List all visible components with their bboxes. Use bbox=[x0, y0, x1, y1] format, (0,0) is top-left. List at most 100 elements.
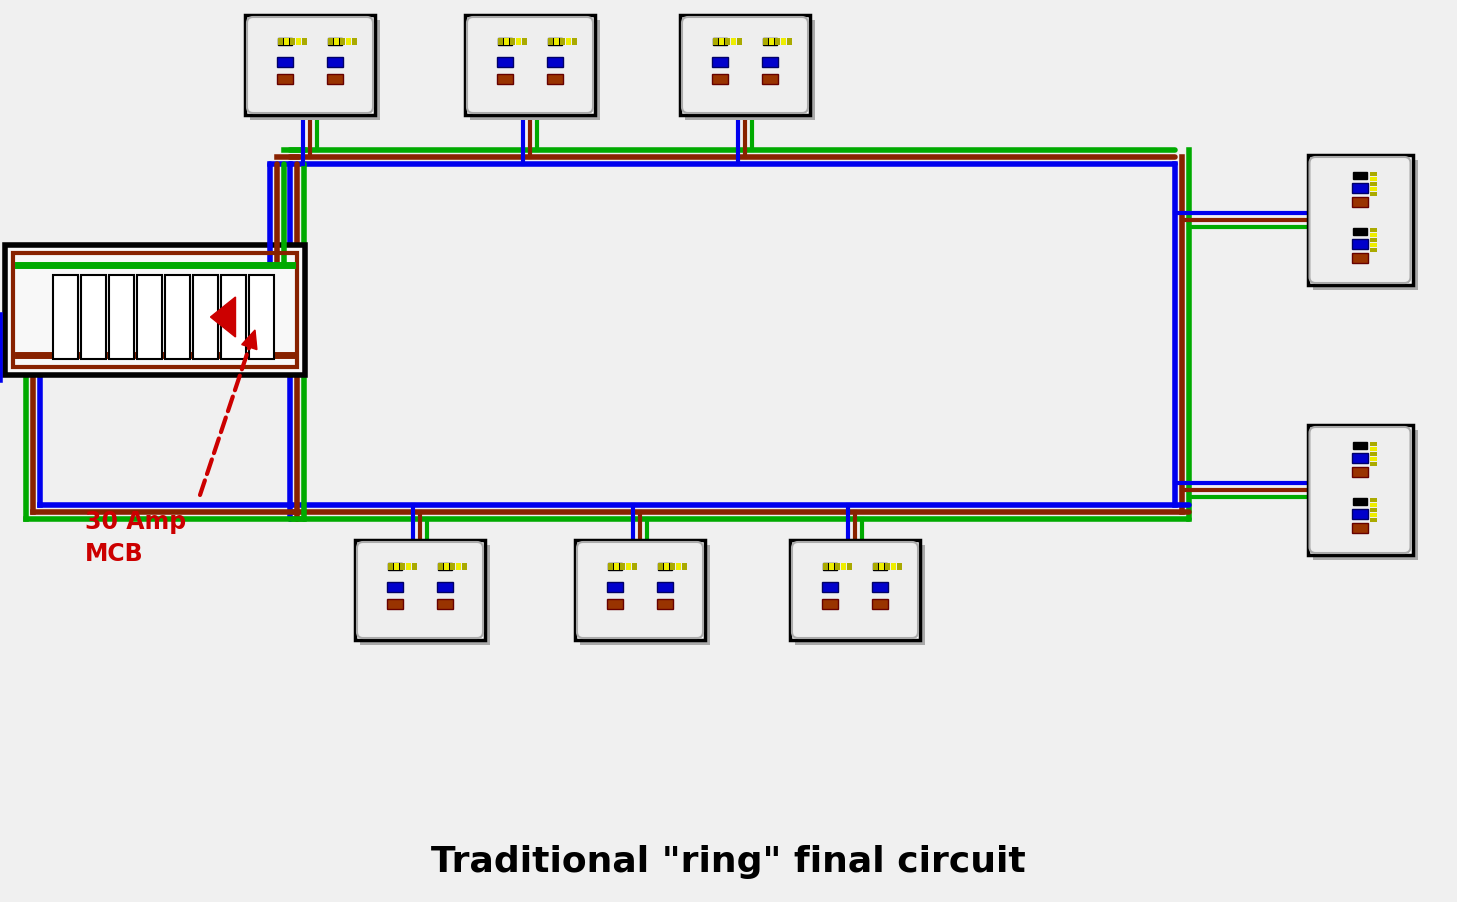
Bar bbox=[632, 563, 637, 570]
Bar bbox=[1370, 447, 1377, 451]
Bar bbox=[1370, 503, 1377, 507]
Bar bbox=[1313, 430, 1418, 560]
Bar bbox=[498, 38, 503, 45]
Bar bbox=[613, 563, 619, 570]
FancyBboxPatch shape bbox=[468, 17, 593, 113]
Bar bbox=[548, 38, 554, 45]
Bar bbox=[360, 545, 490, 645]
Bar bbox=[823, 563, 836, 570]
FancyBboxPatch shape bbox=[248, 17, 373, 113]
Bar bbox=[879, 563, 884, 570]
Bar bbox=[737, 38, 742, 45]
FancyBboxPatch shape bbox=[682, 17, 809, 113]
Bar bbox=[437, 599, 453, 609]
Bar bbox=[401, 563, 405, 570]
Bar bbox=[462, 563, 468, 570]
Bar bbox=[873, 563, 887, 570]
Bar bbox=[841, 563, 847, 570]
Bar bbox=[1370, 442, 1377, 446]
Bar bbox=[847, 563, 852, 570]
Bar bbox=[1307, 425, 1412, 555]
FancyBboxPatch shape bbox=[793, 542, 918, 638]
Bar bbox=[790, 540, 919, 640]
Bar bbox=[1352, 523, 1368, 533]
Bar bbox=[781, 38, 785, 45]
Bar bbox=[326, 74, 342, 84]
Bar bbox=[339, 38, 345, 45]
Bar bbox=[892, 563, 896, 570]
Bar bbox=[1370, 172, 1377, 176]
Bar bbox=[284, 38, 288, 45]
Bar bbox=[510, 38, 514, 45]
Bar bbox=[388, 563, 393, 570]
Bar bbox=[712, 38, 727, 45]
Bar bbox=[763, 38, 777, 45]
Bar bbox=[871, 599, 887, 609]
Bar bbox=[657, 582, 673, 592]
Bar bbox=[245, 15, 374, 115]
Bar bbox=[787, 38, 793, 45]
Bar bbox=[278, 38, 291, 45]
Bar bbox=[192, 275, 219, 359]
Bar bbox=[712, 74, 728, 84]
Bar bbox=[52, 275, 79, 359]
Bar bbox=[1370, 508, 1377, 512]
Bar bbox=[1370, 462, 1377, 466]
Bar bbox=[664, 563, 669, 570]
Bar bbox=[497, 57, 513, 67]
Bar bbox=[1354, 172, 1367, 179]
Bar bbox=[1370, 513, 1377, 517]
Bar bbox=[1370, 187, 1377, 191]
Bar bbox=[522, 38, 527, 45]
Bar bbox=[573, 38, 577, 45]
Bar bbox=[251, 20, 380, 120]
Bar bbox=[580, 545, 710, 645]
Bar bbox=[109, 275, 134, 359]
Bar bbox=[682, 563, 688, 570]
Bar bbox=[731, 38, 736, 45]
Bar bbox=[835, 563, 841, 570]
Bar bbox=[439, 563, 443, 570]
Bar bbox=[685, 20, 814, 120]
Bar bbox=[302, 38, 307, 45]
Bar bbox=[546, 57, 562, 67]
Bar bbox=[680, 15, 810, 115]
Bar bbox=[326, 57, 342, 67]
Bar bbox=[471, 20, 600, 120]
Bar bbox=[456, 563, 460, 570]
Bar bbox=[576, 540, 705, 640]
Bar bbox=[497, 74, 513, 84]
Bar bbox=[1370, 457, 1377, 461]
Bar bbox=[437, 582, 453, 592]
Bar bbox=[277, 74, 293, 84]
Bar bbox=[657, 599, 673, 609]
Bar bbox=[1354, 442, 1367, 449]
Bar bbox=[13, 253, 297, 367]
Bar bbox=[1370, 243, 1377, 247]
Bar bbox=[1352, 453, 1368, 463]
Bar bbox=[388, 582, 404, 592]
FancyBboxPatch shape bbox=[1310, 427, 1410, 553]
Bar bbox=[277, 57, 293, 67]
Bar bbox=[1352, 197, 1368, 207]
Bar bbox=[165, 275, 189, 359]
Bar bbox=[450, 563, 455, 570]
Bar bbox=[1352, 253, 1368, 263]
Bar bbox=[871, 582, 887, 592]
Bar bbox=[1313, 160, 1418, 290]
Bar bbox=[769, 38, 774, 45]
Bar bbox=[1370, 238, 1377, 242]
Bar bbox=[659, 563, 672, 570]
Bar bbox=[565, 38, 571, 45]
Bar bbox=[278, 38, 283, 45]
Bar bbox=[516, 38, 522, 45]
Bar bbox=[345, 38, 351, 45]
Bar bbox=[548, 38, 562, 45]
Bar bbox=[353, 38, 357, 45]
Bar bbox=[559, 38, 565, 45]
Bar bbox=[1370, 452, 1377, 456]
Bar bbox=[1354, 228, 1367, 235]
Bar bbox=[712, 57, 728, 67]
Bar bbox=[439, 563, 452, 570]
Text: Traditional "ring" final circuit: Traditional "ring" final circuit bbox=[431, 845, 1026, 879]
